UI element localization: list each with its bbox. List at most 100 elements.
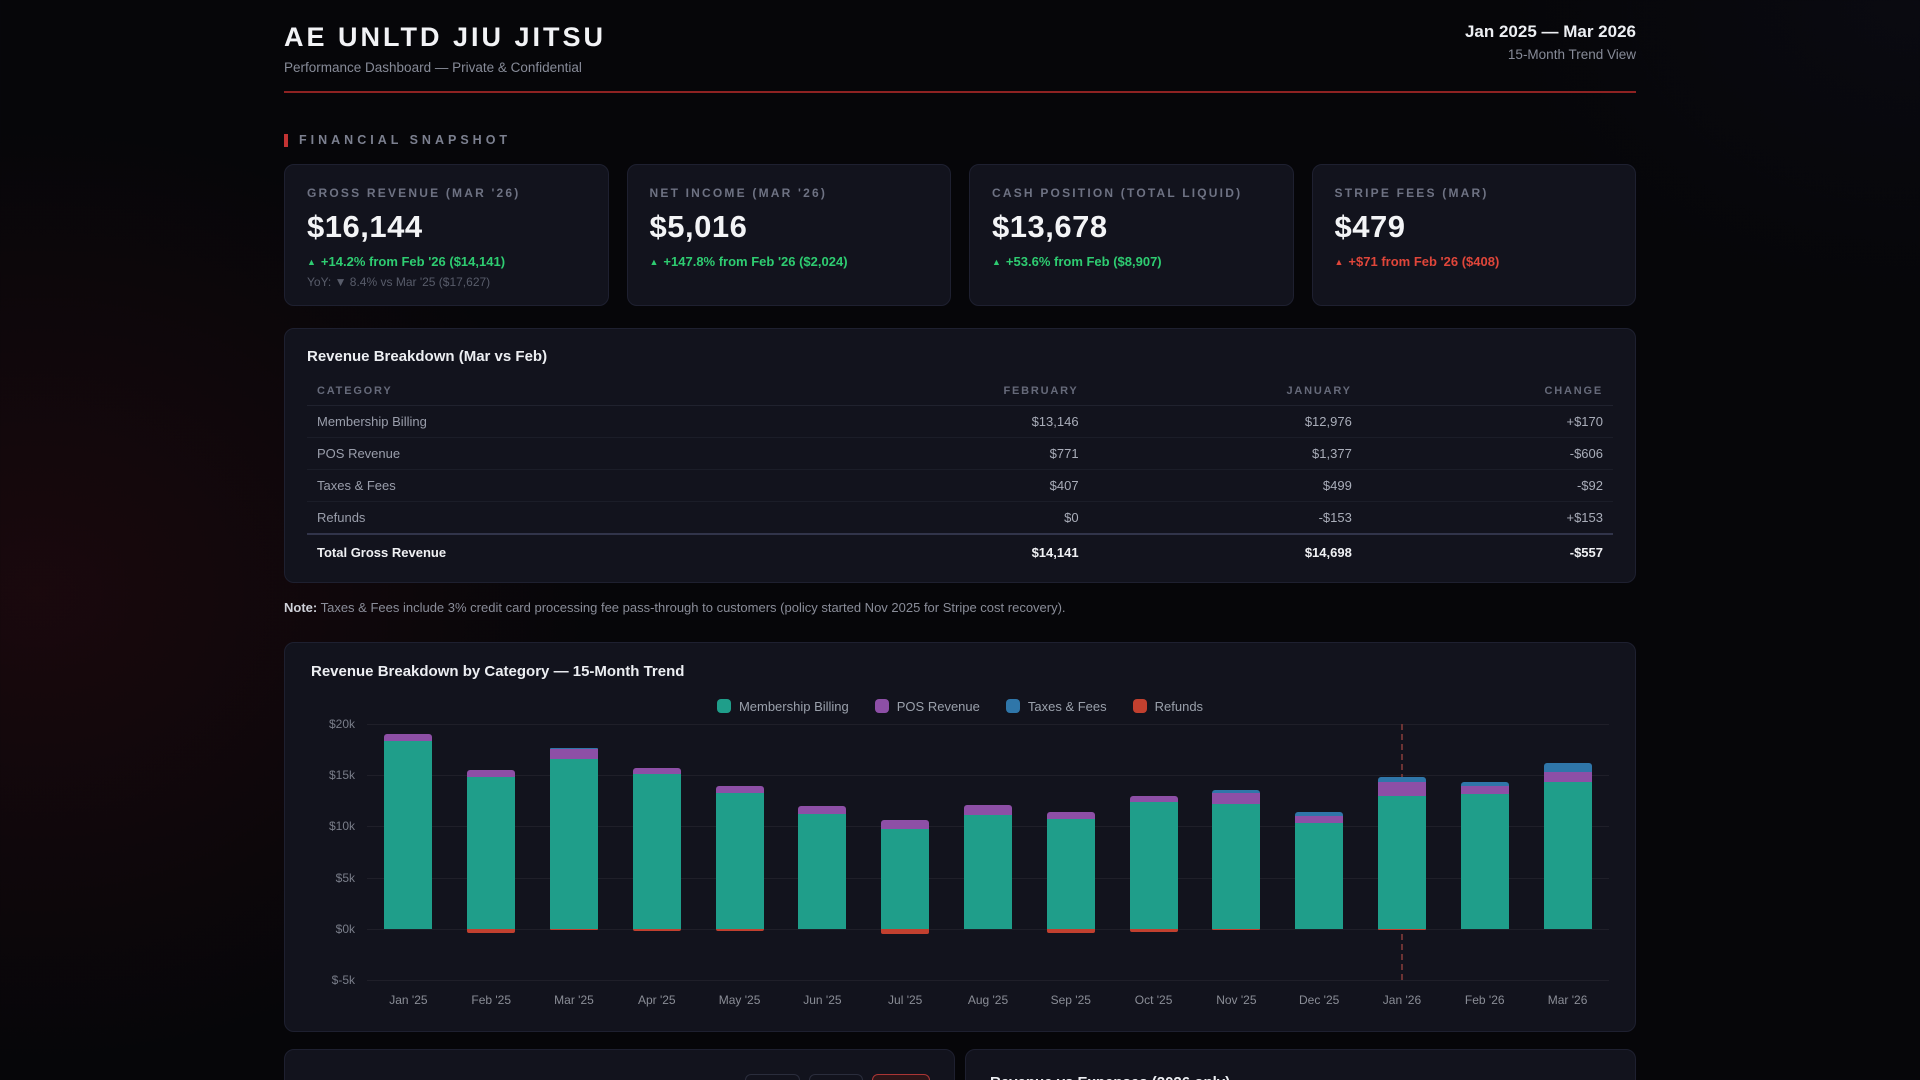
trend-plot-wrap: $20k $15k $10k $5k $0k $-5k [311,717,1609,987]
kpi-label: STRIPE FEES (MAR) [1334,186,1489,200]
bar-segment-refunds [1377,928,1426,931]
note-prefix: Note: [284,600,318,615]
kpi-value: $479 [1334,209,1406,244]
table-cell: $14,141 [784,533,1089,568]
bar-segment-refunds [1212,928,1261,930]
legend-item: POS Revenue [874,698,980,714]
kpi-card-1: GROSS REVENUE (MAR '26) $16,144 ▲ +14.2% fr… [284,164,609,306]
bar-segment-membership-billing [715,792,764,929]
month-toggle-feb[interactable]: FEB [808,1074,864,1080]
table-cell: $14,698 [1088,533,1362,568]
x-axis: Jan '25 Feb '25 Mar '25 Apr '25 May '25 Jun '… [367,993,1609,1007]
bar-segment-pos-revenue [798,805,847,815]
section-accent-bar [284,133,288,147]
yoy-card-header: Year-over-Year Revenue Comparison JAN FEB… [309,1074,930,1080]
bar-segment-pos-revenue [881,819,930,830]
bar-segment-membership-billing [1129,801,1178,929]
bar-group-jul25[interactable] [864,724,947,980]
bar-segment-taxes---fees [549,748,598,749]
bar-segment-refunds [715,928,764,931]
bar-segment-membership-billing [632,774,681,929]
bar-group-mar25[interactable] [533,724,616,980]
bar-group-mar26[interactable] [1526,724,1609,980]
table-cell: -$557 [1361,533,1613,568]
gridline [367,775,1609,777]
bottom-charts-row: Year-over-Year Revenue Comparison JAN FEB… [284,1049,1636,1080]
bar-segment-refunds [1046,928,1095,933]
bar-group-aug25[interactable] [947,724,1030,980]
legend-swatch [716,699,731,713]
trend-chart-card: Revenue Breakdown by Category — 15-Month… [284,642,1636,1032]
bar-segment-pos-revenue [1212,792,1261,804]
dashboard-page: AE UNLTD JIU JITSU Performance Dashboard… [284,0,1636,1080]
header-left: AE UNLTD JIU JITSU Performance Dashboard… [284,22,606,75]
bar-segment-pos-revenue [384,734,433,742]
bar-segment-refunds [467,928,516,934]
bar-segment-membership-billing [798,814,847,929]
legend-label: Membership Billing [738,698,849,714]
kpi-yoy-sub: YoY: ▼ 8.4% vs Mar '25 ($17,627) [307,275,491,289]
up-triangle-icon: ▲ [307,257,316,267]
trend-chart-legend: Membership Billing POS Revenue Taxes & Fee… [311,696,1609,716]
bar-group-feb26[interactable] [1443,724,1526,980]
bar-group-oct25[interactable] [1112,724,1195,980]
bar-group-jan26[interactable] [1361,724,1444,980]
page-title: AE UNLTD JIU JITSU [284,22,607,52]
bar-group-sep25[interactable] [1029,724,1112,980]
note-text: Note: Taxes & Fees include 3% credit car… [284,600,1636,615]
legend-label: Taxes & Fees [1027,698,1107,714]
up-triangle-icon: ▲ [992,257,1001,267]
column-header-january: JANUARY [1088,377,1362,406]
month-toggle-jan[interactable]: JAN [745,1074,800,1080]
y-axis-tick: $15k [328,768,355,783]
table-title: Revenue Breakdown (Mar vs Feb) [307,348,548,365]
section-label: FINANCIAL SNAPSHOT [299,133,512,147]
column-header-category: CATEGORY [307,377,785,406]
bar-segment-taxes---fees [1377,776,1426,782]
bar-segment-pos-revenue [715,786,764,793]
legend-label: POS Revenue [896,698,980,714]
bar-group-jun25[interactable] [781,724,864,980]
bar-segment-taxes---fees [1543,763,1592,773]
y-axis-tick: $20k [328,717,355,731]
gridline [367,724,1609,725]
column-header-change: CHANGE [1361,377,1613,406]
bar-segment-membership-billing [881,829,930,929]
table-cell: $771 [784,437,1089,470]
trend-chart-title: Revenue Breakdown by Category — 15-Month… [311,663,685,680]
table-cell: Taxes & Fees [307,469,785,502]
x-axis-label: Dec '25 [1299,993,1340,1007]
bar-group-apr25[interactable] [615,724,698,980]
y-axis-tick: $-5k [331,973,355,987]
kpi-label: NET INCOME (MAR '26) [649,186,828,200]
bar-group-jan25[interactable] [367,724,450,980]
bar-group-nov25[interactable] [1195,724,1278,980]
revenue-vs-expenses-card: Revenue vs Expenses (2026 only) Net Depo… [965,1049,1636,1080]
bar-segment-pos-revenue [1543,772,1592,783]
bar-group-feb25[interactable] [450,724,533,980]
table-cell: $1,377 [1088,437,1362,470]
x-axis-label: Sep '25 [1050,993,1091,1007]
bar-segment-membership-billing [1212,803,1261,929]
legend-item: Membership Billing [716,698,849,714]
month-toggle-mar[interactable]: MAR [872,1074,930,1080]
kpi-card-2: NET INCOME (MAR '26) $5,016 ▲ +147.8% from … [626,164,951,306]
table-cell: Total Gross Revenue [307,533,785,568]
x-axis-label: Mar '25 [554,993,594,1007]
revenue-breakdown-table: CATEGORY FEBRUARY JANUARY CHANGE Membership… [307,377,1613,568]
x-axis-label: Oct '25 [1134,993,1173,1007]
financial-snapshot-section-header: FINANCIAL SNAPSHOT [284,133,1636,147]
table-cell: $407 [784,469,1089,502]
bar-segment-membership-billing [1543,782,1592,929]
kpi-value: $13,678 [992,209,1108,244]
x-axis-label: May '25 [718,993,761,1007]
bar-segment-pos-revenue [1129,796,1178,802]
gridline [367,928,1609,930]
table-cell: Membership Billing [307,405,785,438]
x-axis-label: Aug '25 [967,993,1009,1007]
gridline [367,980,1609,981]
bar-group-may25[interactable] [698,724,781,980]
bar-segment-membership-billing [384,741,433,929]
table-cell: -$92 [1361,469,1613,502]
bar-group-dec25[interactable] [1278,724,1361,980]
